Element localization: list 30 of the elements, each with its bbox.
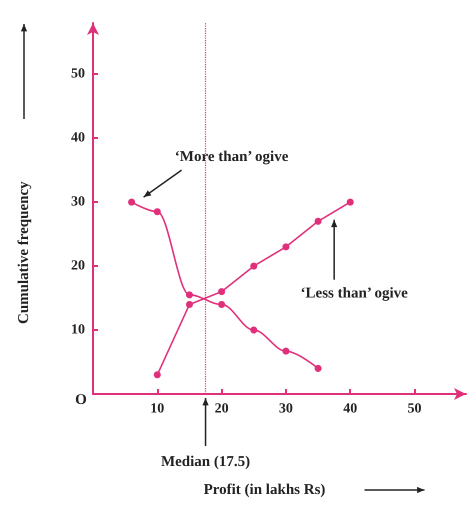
point [154,371,161,378]
y-tick-label: 40 [71,130,85,146]
point [314,218,322,225]
ref-line-label: Median (17.5) [160,454,250,470]
point [314,364,322,372]
x-tick-label: 50 [408,402,422,416]
point [250,326,258,334]
point [154,208,161,216]
point [250,262,258,270]
x-tick-label: 40 [343,402,358,416]
x-tick-label: 10 [150,402,164,416]
point [346,198,354,206]
point [218,300,226,308]
y-axis-title: Cumulative frequency [16,180,32,324]
point [282,348,290,355]
point [218,288,226,296]
text: O [75,392,87,408]
point [186,300,193,308]
x-tick-label: 20 [214,402,229,416]
x-axis-title: Profit (in lakhs Rs) [204,482,326,498]
point [186,291,193,298]
x-tick-label: 30 [278,402,293,416]
y-tick-label: 20 [71,258,85,274]
point [128,198,136,206]
y-tick-label: 10 [71,322,85,338]
y-tick-label: 30 [71,194,85,210]
annotation: ‘More than’ ogive [174,149,289,166]
y-tick-label: 50 [71,66,85,82]
point [282,243,290,250]
annotation: ‘Less than’ ogive [300,286,408,302]
